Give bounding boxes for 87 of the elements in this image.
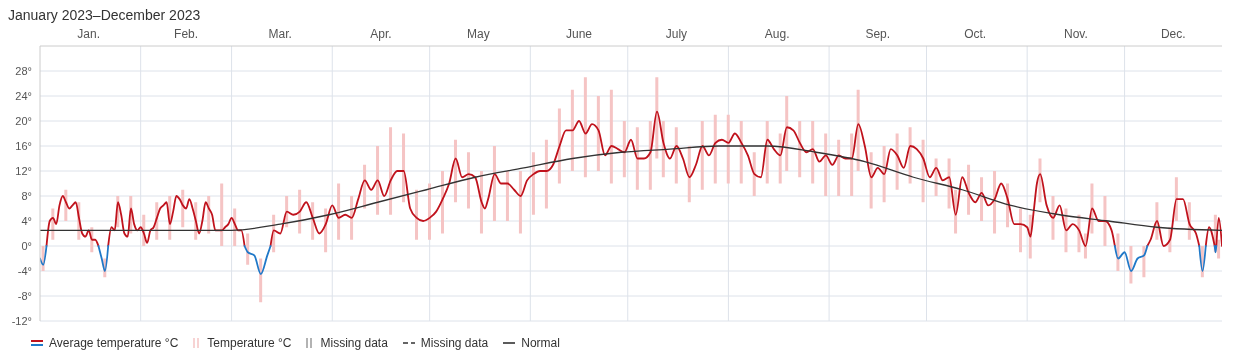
bar [609,89,613,184]
bar [713,114,717,184]
bar [635,127,639,190]
y-tick-label: 0° [21,239,32,252]
bar [980,177,984,221]
legend-label: Missing data [320,336,388,350]
y-tick-label: 24° [15,89,32,102]
x-tick-label: Nov. [1063,27,1088,41]
bar [798,121,802,178]
bar [402,133,406,203]
bar [350,196,354,240]
bar [895,133,899,190]
y-tick-label: 16° [15,139,32,152]
x-tick-label: Apr. [370,27,392,41]
x-tick-label: July [665,27,688,41]
legend-label: Normal [521,336,560,350]
bar [531,152,535,215]
bar [376,146,380,215]
bar [908,127,912,184]
legend-label: Missing data [420,336,489,350]
y-tick-label: -12° [11,314,32,327]
x-tick-label: Mar. [268,27,292,41]
bar [466,152,470,209]
bar [570,89,574,171]
chart-title: January 2023–December 2023 [8,7,202,23]
bar [765,121,769,184]
bar [1174,177,1178,221]
y-tick-label: 28° [15,64,32,77]
bar [259,258,263,303]
bar [544,139,548,209]
bar [687,146,691,203]
bar [298,189,302,234]
bar [220,183,224,246]
bar [1019,208,1023,253]
bar [850,133,854,196]
x-tick-label: Oct. [964,27,987,41]
y-tick-label: 12° [15,164,32,177]
bar [726,114,730,184]
bar [415,189,419,240]
x-tick-label: June [566,27,593,41]
bar [622,121,626,178]
x-tick-label: May [467,27,490,41]
bar [856,89,860,171]
bar [967,164,971,215]
bar [389,127,393,215]
bar [518,171,522,234]
bar [363,164,367,209]
bar [337,183,341,240]
y-tick-label: 20° [15,114,32,127]
bar [674,127,678,184]
bar [583,77,587,178]
bar [648,121,652,190]
legend-label: Average temperature °C [49,336,179,350]
x-tick-label: Sep. [865,27,891,41]
x-tick-label: Jan. [77,27,101,41]
bar [505,171,509,221]
bar [811,121,815,184]
bar [1038,158,1042,203]
legend-label: Temperature °C [207,336,292,350]
bar [596,96,600,171]
bar [1103,196,1107,246]
bar [947,158,951,209]
bar [655,77,659,159]
y-tick-label: -4° [17,264,32,277]
bar [824,133,828,196]
bar [700,121,704,190]
bar [428,183,432,240]
bar [869,152,873,209]
bar [837,139,841,196]
y-tick-label: -8° [17,289,32,302]
bar [441,171,444,234]
bar [1129,246,1133,284]
bar [785,96,789,171]
line-series [40,145,1222,232]
x-tick-label: Feb. [174,27,199,41]
y-tick-label: 4° [21,214,32,227]
bar [1142,246,1146,278]
x-tick-label: Dec. [1160,27,1186,41]
bar [752,152,756,196]
bar [492,146,496,221]
bar [1051,196,1055,240]
y-tick-label: 8° [21,189,32,202]
x-tick-label: Aug. [764,27,790,41]
bar [993,171,997,234]
bar [453,139,457,203]
bar [739,121,743,184]
bar [882,146,886,203]
